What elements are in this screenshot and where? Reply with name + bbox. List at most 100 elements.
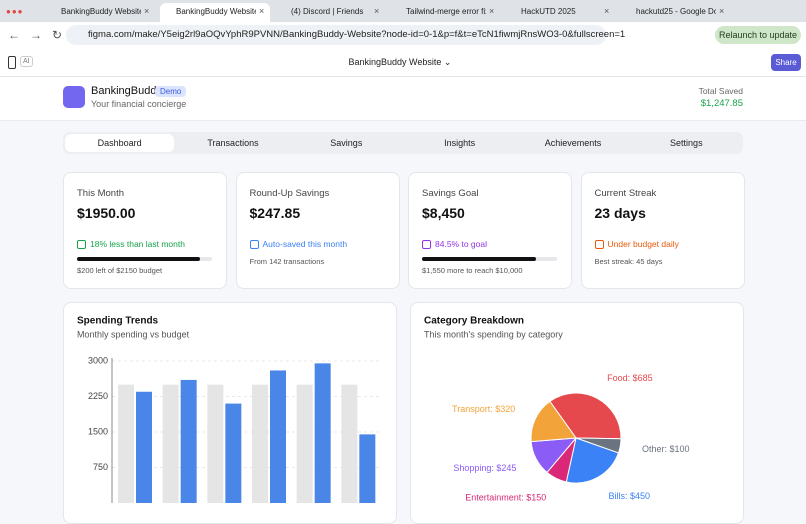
tab[interactable]: (4) Discord | Friends × [275,3,385,22]
tab-title: (4) Discord | Friends [291,7,364,16]
demo-badge: Demo [155,86,187,97]
progress-fill [77,257,200,261]
file-name: BankingBuddy Website [348,57,442,67]
tab-title: BankingBuddy Website [176,7,256,16]
pie-slice [565,437,620,484]
bar [180,379,197,503]
pie-slice [530,400,577,443]
slice-label: Shopping: $245 [453,463,516,473]
tab[interactable]: BankingBuddy Website × [45,3,155,22]
nav-tab[interactable]: Transactions [178,134,287,152]
bar [118,384,134,503]
slice-label: Transport: $320 [452,404,515,414]
stat-card: Savings Goal $8,450 84.5% to goal $1,550 mo… [408,172,572,289]
progress-fill [422,257,537,261]
tab-close: × [604,6,610,16]
total-value: $1,247.85 [700,98,743,109]
bar [136,391,152,503]
nav-tab[interactable]: Settings [632,134,741,152]
tab-close: × [259,6,265,16]
url: figma.com/make/Y5eig2rl9aOQvYphR9PVNN/Ba… [88,29,626,40]
card-footer: $200 left of $2150 budget [77,266,163,275]
y-tick-label: 750 [93,462,108,472]
card-footer: $1,550 more to reach $10,000 [422,266,523,275]
logo [63,86,85,108]
tab[interactable]: Tailwind-merge error fix × [390,3,500,22]
card-icon [422,240,431,249]
bar [296,384,313,503]
slice-label: Entertainment: $150 [465,492,546,502]
card-icon [249,240,259,249]
chart-title: Spending Trends [77,316,159,327]
card-title: Savings Goal [422,188,479,199]
stat-card: Current Streak 23 days Under budget daily B… [580,172,745,289]
toolbar: ← → ↻ figma.com/make/Y5eig2rl9aOQvYphR9P… [0,22,806,48]
card-note: 84.5% to goal [435,239,487,249]
brand: BankingBuddy [91,85,162,97]
card-title: Round-Up Savings [249,188,330,199]
card-footer: Best streak: 45 days [594,257,663,266]
nav-label: Achievements [544,138,602,148]
stat-card: This Month $1950.00 18% less than last mon… [63,172,227,289]
chart-subtitle: Monthly spending vs budget [77,329,190,339]
nav-tab[interactable]: Insights [405,134,514,152]
share-button[interactable]: Share [771,54,801,71]
tab-title: HackUTD 2025 [521,7,576,16]
file-title[interactable]: BankingBuddy Website ⌄ [348,57,452,67]
progress-track [422,257,557,261]
tab-close: × [374,6,380,16]
nav-tab[interactable]: Savings [292,134,401,152]
y-tick-label: 2250 [88,391,108,401]
figma-bar: AI BankingBuddy Website ⌄ Share [0,48,806,77]
card-footer: From 142 transactions [249,257,325,266]
relaunch-button[interactable]: Relaunch to update [715,26,801,44]
card-title: This Month [77,188,124,199]
card-note: Auto-saved this month [262,239,348,249]
tab[interactable]: BankingBuddy Website × [160,3,270,22]
nav-label: Dashboard [97,138,142,148]
nav-label: Transactions [207,138,259,148]
tab-close: × [719,6,725,16]
app-header: BankingBuddy Demo Your financial concier… [0,77,806,121]
y-tick-label: 3000 [88,355,108,365]
nav-bar: Dashboard Transactions Savings Insights Achi… [63,132,743,154]
card-icon [594,240,604,249]
tab-title: hackutd25 - Google Do [636,7,716,16]
pie-slice [549,392,622,440]
figma-logo [8,56,16,69]
bar [252,384,268,503]
card-note: Under budget daily [607,239,679,249]
ai-badge[interactable]: AI [20,56,33,67]
slice-label: Other: $100 [642,444,690,454]
bar [341,384,358,503]
nav-buttons: ← → ↻ [8,28,63,42]
nav-tab[interactable]: Achievements [518,134,627,152]
card-title: Current Streak [594,188,657,199]
card-icon [77,240,86,249]
card-note: 18% less than last month [90,239,185,249]
nav-label: Insights [444,138,476,148]
slice-label: Food: $685 [607,373,653,383]
stat-card: Round-Up Savings $247.85 Auto-saved this m… [235,172,400,289]
card-value: $8,450 [422,205,465,221]
bar [162,384,179,503]
nav-label: Settings [670,138,703,148]
tab[interactable]: HackUTD 2025 × [505,3,615,22]
nav-tab[interactable]: Dashboard [65,134,175,152]
total-label: Total Saved [698,86,743,96]
bar [225,403,242,503]
chart-subtitle: This month's spending by category [424,329,563,339]
address-bar[interactable]: figma.com/make/Y5eig2rl9aOQvYphR9PVNN/Ba… [66,25,625,45]
nav-label: Savings [330,138,363,148]
bar [207,384,224,503]
card-value: $247.85 [249,205,301,221]
tab-title: BankingBuddy Website [61,7,141,16]
bar [359,434,376,503]
slice-label: Bills: $450 [609,491,651,501]
tagline: Your financial concierge [91,99,187,109]
charts: Spending Trends Monthly spending vs budge… [77,316,690,503]
tab-strip: ●●● BankingBuddy Website × BankingBuddy Web… [0,0,806,22]
window-controls: ●●● [6,7,24,16]
tab[interactable]: hackutd25 - Google Do × [620,3,730,22]
